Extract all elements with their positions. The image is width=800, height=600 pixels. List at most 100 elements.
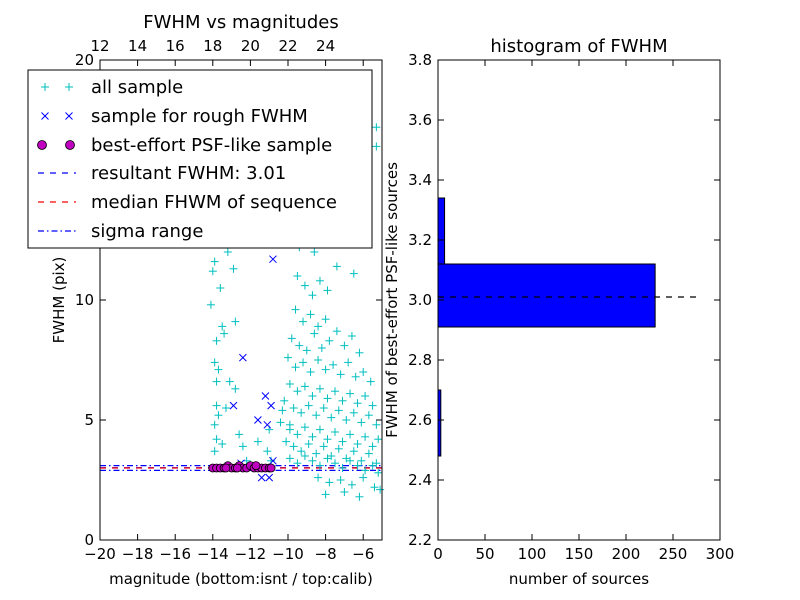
scatter-point-plus [253,437,262,446]
scatter-point-plus [285,425,294,434]
x-tick-label: −14 [197,545,229,563]
scatter-point-plus [210,447,219,456]
scatter-point-plus [376,485,385,494]
scatter-point-plus [289,404,298,412]
scatter-point-plus [349,447,358,456]
scatter-point-plus [282,437,291,446]
legend-box [27,69,373,249]
scatter-point-plus [323,435,332,444]
scatter-point-plus [284,353,292,362]
x-tick-label: 100 [518,545,547,563]
scatter-point-plus [315,425,324,434]
scatter-point-plus [361,432,370,441]
scatter-point-plus [327,413,336,422]
scatter-point-plus [212,336,221,345]
scatter-point-plus [355,492,364,501]
scatter-point-plus [372,420,381,429]
scatter-point-plus [210,257,219,266]
scatter-point-plus [302,346,311,355]
top-tick-label: 20 [241,37,260,55]
scatter-point-plus [336,476,345,484]
top-tick-label: 18 [203,37,222,55]
legend-entry-sigma: sigma range [38,221,203,242]
scatter-point-plus [229,264,238,273]
x-tick-label: −18 [122,545,154,563]
scatter-point-plus [314,473,323,482]
scatter-point-plus [238,442,247,451]
legend-label-psf-sample: best-effort PSF-like sample [91,135,332,156]
legend-entry-resultant: resultant FWHM: 3.01 [38,163,286,184]
scatter-point-plus [223,248,232,256]
top-tick-label: 14 [128,37,147,55]
right-chart-title: histogram of FWHM [490,36,667,57]
scatter-point-plus [338,464,347,472]
scatter-point-plus [351,372,360,381]
top-tick-label: 16 [166,37,185,55]
scatter-point-plus [304,440,313,448]
scatter-point-plus [329,360,338,369]
scatter-point-plus [368,401,377,410]
legend-plus-marker-icon [41,83,73,91]
y-tick-label: 2.8 [408,351,432,369]
scatter-point-circle [232,463,242,473]
scatter-point-plus [235,430,244,439]
scatter-point-plus [346,389,355,398]
legend-label-all-sample: all sample [91,77,183,98]
scatter-point-plus [314,322,323,331]
scatter-point-plus [368,461,377,470]
legend-label-median: median FHWM of sequence [91,192,337,213]
x-tick-label: −16 [159,545,191,563]
scatter-point-x [257,473,266,482]
scatter-point-plus [289,442,298,451]
y-tick-label: 3.4 [408,171,432,189]
scatter-point-plus [218,440,227,448]
scatter-point-plus [323,394,332,403]
scatter-point-plus [299,358,308,367]
scatter-point-plus [300,452,309,460]
scatter-point-x [254,416,262,424]
scatter-point-plus [325,336,334,345]
scatter-point-plus [364,449,373,458]
scatter-point-plus [336,370,345,379]
scatter-point-plus [310,248,319,256]
scatter-point-plus [331,428,339,436]
legend-x-marker-icon [41,112,73,120]
legend-entry-psf-sample: best-effort PSF-like sample [37,135,332,156]
scatter-point-plus [315,276,324,285]
scatter-point-plus [364,411,373,420]
scatter-point-plus [231,384,240,393]
scatter-point-plus [231,317,240,326]
scatter-point-plus [353,440,362,448]
scatter-point-plus [372,142,381,151]
legend-x-mark [65,112,73,120]
scatter-point-plus [297,447,306,456]
scatter-point-plus [218,322,227,331]
scatter-point-plus [359,368,368,376]
y-tick-label: 3.0 [408,291,432,309]
scatter-point-plus [315,461,324,470]
scatter-point-plus [212,377,221,386]
scatter-point-plus [263,447,272,456]
legend-entry-rough-sample: sample for rough FWHM [41,106,308,127]
left-y-axis-label: FWHM (pix) [50,257,68,344]
scatter-point-plus [306,368,315,376]
top-tick-label: 22 [278,37,297,55]
y-tick-label: 10 [75,291,94,309]
scatter-point-plus [332,262,341,271]
scatter-point-plus [370,483,379,492]
scatter-point-plus [323,286,332,295]
x-tick-label: −12 [235,545,267,563]
scatter-point-plus [285,454,294,463]
legend-label-resultant: resultant FWHM: 3.01 [91,163,286,184]
right-y-axis-label: FWHM of best-effort PSF-like sources [383,162,401,438]
scatter-point-plus [353,461,362,470]
y-tick-label: 2.4 [408,471,432,489]
scatter-point-plus [280,396,289,405]
top-tick-label: 24 [316,37,335,55]
scatter-point-plus [276,418,285,427]
x-tick-label: 300 [706,545,735,563]
x-tick-label: 50 [475,545,494,563]
scatter-point-plus [357,456,366,465]
legend-circle-mark [37,140,47,150]
scatter-point-plus [216,284,225,292]
